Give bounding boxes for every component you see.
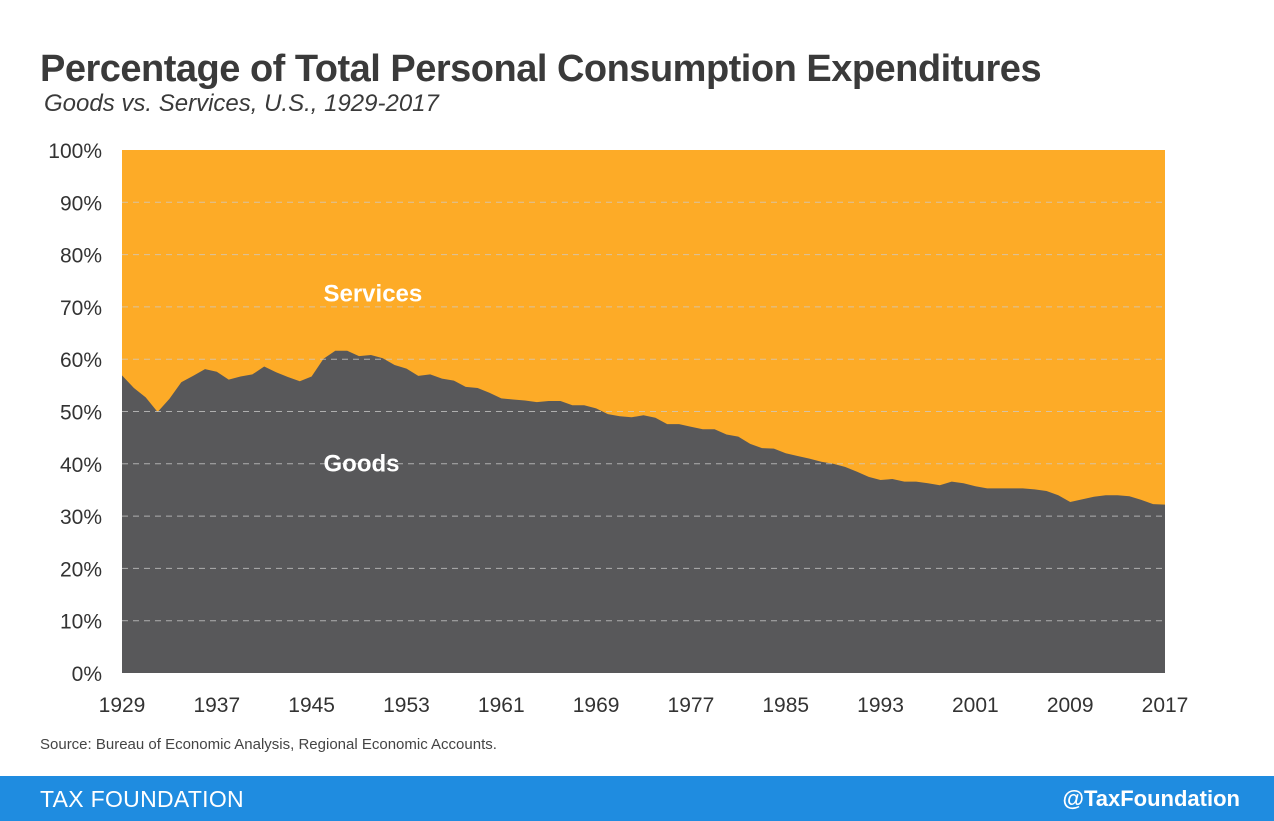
x-tick-label: 1945 bbox=[288, 694, 335, 717]
chart-subtitle: Goods vs. Services, U.S., 1929-2017 bbox=[44, 90, 439, 117]
y-tick-label: 80% bbox=[60, 245, 102, 268]
x-tick-label: 1993 bbox=[857, 694, 904, 717]
x-tick-label: 1985 bbox=[762, 694, 809, 717]
goods-area bbox=[122, 350, 1165, 673]
series-label-services: Services bbox=[323, 281, 422, 308]
x-tick-label: 2001 bbox=[952, 694, 999, 717]
y-tick-label: 0% bbox=[72, 663, 102, 686]
footer-brand: TAX FOUNDATION bbox=[40, 786, 244, 812]
y-tick-label: 60% bbox=[60, 349, 102, 372]
x-tick-label: 1977 bbox=[668, 694, 715, 717]
x-tick-label: 2017 bbox=[1142, 694, 1189, 717]
footer-bar: TAX FOUNDATION @TaxFoundation bbox=[0, 776, 1274, 821]
x-tick-label: 1937 bbox=[193, 694, 240, 717]
chart-title: Percentage of Total Personal Consumption… bbox=[40, 48, 1042, 90]
x-tick-label: 2009 bbox=[1047, 694, 1094, 717]
y-tick-label: 10% bbox=[60, 611, 102, 634]
area-chart: 0% 10% 20% 30% 40% 50% 60% 70% 80% 90% 100% 1929 193… bbox=[48, 140, 1189, 717]
y-tick-label: 50% bbox=[60, 402, 102, 425]
y-tick-label: 40% bbox=[60, 454, 102, 477]
y-tick-label: 70% bbox=[60, 297, 102, 320]
source-note: Source: Bureau of Economic Analysis, Reg… bbox=[40, 736, 497, 753]
x-tick-label: 1953 bbox=[383, 694, 430, 717]
y-tick-label: 20% bbox=[60, 558, 102, 581]
y-tick-label: 90% bbox=[60, 192, 102, 215]
y-tick-label: 30% bbox=[60, 506, 102, 529]
x-tick-label: 1961 bbox=[478, 694, 525, 717]
series-label-goods: Goods bbox=[323, 451, 399, 478]
x-tick-label: 1929 bbox=[99, 694, 146, 717]
x-tick-label: 1969 bbox=[573, 694, 620, 717]
y-tick-label: 100% bbox=[48, 140, 102, 163]
footer-handle: @TaxFoundation bbox=[1062, 786, 1240, 811]
